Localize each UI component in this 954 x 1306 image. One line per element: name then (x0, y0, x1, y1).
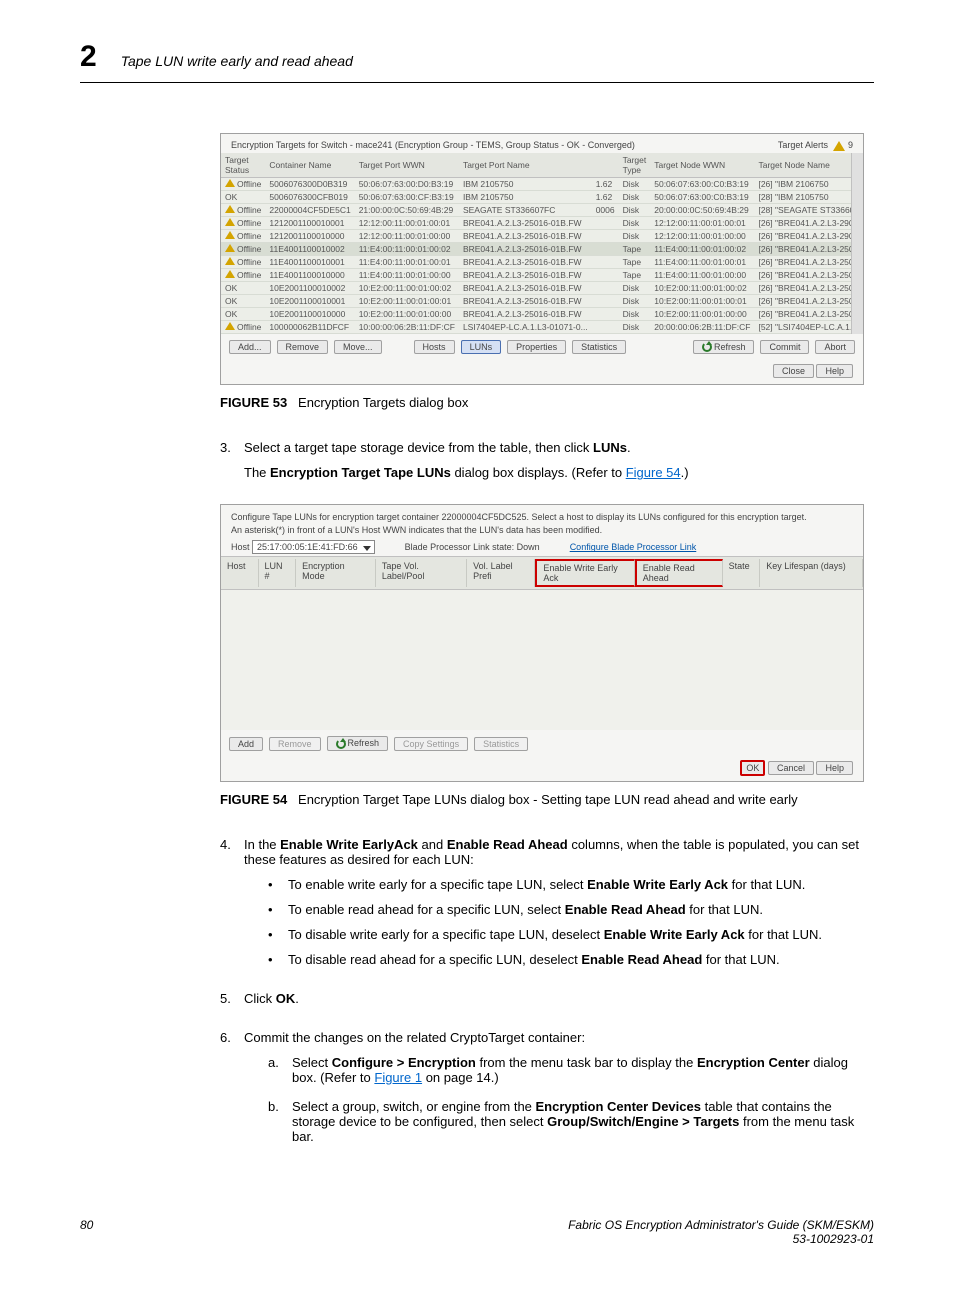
table-row[interactable]: Offline5006076300D0B31950:06:07:63:00:D0… (221, 177, 851, 190)
column-header[interactable]: Target Port Name (459, 153, 592, 178)
abort-button[interactable]: Abort (815, 340, 855, 354)
properties-button[interactable]: Properties (507, 340, 566, 354)
host-dropdown[interactable]: 25:17:00:05:1E:41:FD:66 (252, 540, 375, 554)
step-5: 5. Click OK. (220, 991, 864, 1016)
luns-column-header[interactable]: Encryption Mode (296, 559, 376, 587)
refresh-button[interactable]: Refresh (693, 340, 755, 355)
close-button[interactable]: Close (773, 364, 814, 378)
luns-column-header[interactable]: Host (221, 559, 259, 587)
table-row[interactable]: Offline121200110001000112:12:00:11:00:01… (221, 216, 851, 229)
table-row[interactable]: OK10E200110001000110:E2:00:11:00:01:00:0… (221, 294, 851, 307)
table-row[interactable]: Offline11E400110001000211:E4:00:11:00:01… (221, 242, 851, 255)
table-row[interactable]: Offline11E400110001000111:E4:00:11:00:01… (221, 255, 851, 268)
help-luns-button[interactable]: Help (816, 761, 853, 775)
dialog-title: Encryption Targets for Switch - mace241 … (231, 140, 635, 150)
table-row[interactable]: Offline11E400110001000011:E4:00:11:00:01… (221, 268, 851, 281)
cancel-button[interactable]: Cancel (768, 761, 814, 775)
luns-column-header[interactable]: Enable Read Ahead (635, 559, 723, 587)
luns-empty-area (221, 590, 863, 730)
targets-table[interactable]: Target StatusContainer NameTarget Port W… (221, 153, 851, 334)
luns-column-header[interactable]: Tape Vol. Label/Pool (376, 559, 467, 587)
luns-table-header: HostLUN #Encryption ModeTape Vol. Label/… (221, 556, 863, 590)
hosts-button[interactable]: Hosts (414, 340, 455, 354)
column-header[interactable]: Target Port WWN (355, 153, 459, 178)
table-row[interactable]: Offline22000004CF5DE5C121:00:00:0C:50:69… (221, 203, 851, 216)
step-3: 3. Select a target tape storage device f… (220, 440, 864, 490)
column-header[interactable]: Target Type (619, 153, 651, 178)
help-button[interactable]: Help (816, 364, 853, 378)
scrollbar[interactable] (851, 153, 863, 334)
page-footer: 80 Fabric OS Encryption Administrator's … (80, 1218, 874, 1246)
bullet-item: •To enable read ahead for a specific LUN… (268, 902, 864, 917)
figure-link[interactable]: Figure 1 (374, 1070, 422, 1085)
luns-column-header[interactable]: Key Lifespan (days) (760, 559, 863, 587)
step-4: 4. In the Enable Write EarlyAck and Enab… (220, 837, 864, 977)
refresh-icon (702, 342, 712, 352)
bullet-item: •To enable write early for a specific ta… (268, 877, 864, 892)
luns-button[interactable]: LUNs (461, 340, 502, 354)
table-row[interactable]: OK10E200110001000210:E2:00:11:00:01:00:0… (221, 281, 851, 294)
luns-column-header[interactable]: Enable Write Early Ack (535, 559, 634, 587)
step-6: 6. Commit the changes on the related Cry… (220, 1030, 864, 1158)
figure-54-caption: FIGURE 54 Encryption Target Tape LUNs di… (220, 792, 864, 807)
table-row[interactable]: Offline121200110001000012:12:00:11:00:01… (221, 229, 851, 242)
luns-column-header[interactable]: Vol. Label Prefi (467, 559, 535, 587)
bullet-item: •To disable write early for a specific t… (268, 927, 864, 942)
figure-53-dialog: Encryption Targets for Switch - mace241 … (220, 133, 864, 385)
statistics-button[interactable]: Statistics (572, 340, 626, 354)
section-title: Tape LUN write early and read ahead (121, 53, 353, 69)
alert-icon (833, 141, 845, 151)
figure-53-caption: FIGURE 53 Encryption Targets dialog box (220, 395, 864, 410)
column-header[interactable]: Container Name (265, 153, 354, 178)
column-header[interactable] (592, 153, 619, 178)
bullet-item: •To disable read ahead for a specific LU… (268, 952, 864, 967)
statistics-luns-button[interactable]: Statistics (474, 737, 528, 751)
substep-item: a.Select Configure > Encryption from the… (268, 1055, 864, 1085)
move-button[interactable]: Move... (334, 340, 382, 354)
column-header[interactable]: Target Node WWN (650, 153, 754, 178)
page-header: 2 Tape LUN write early and read ahead (80, 40, 874, 83)
target-alerts: Target Alerts 9 (778, 140, 853, 151)
table-row[interactable]: OK10E200110001000010:E2:00:11:00:01:00:0… (221, 307, 851, 320)
ok-button[interactable]: OK (740, 760, 765, 776)
bp-state: Blade Processor Link state: Down (405, 542, 540, 552)
refresh-luns-button[interactable]: Refresh (327, 736, 389, 751)
luns-column-header[interactable]: State (723, 559, 761, 587)
luns-column-header[interactable]: LUN # (259, 559, 297, 587)
add-lun-button[interactable]: Add (229, 737, 263, 751)
host-label: Host 25:17:00:05:1E:41:FD:66 (231, 542, 375, 552)
commit-button[interactable]: Commit (760, 340, 809, 354)
add-button[interactable]: Add... (229, 340, 271, 354)
table-row[interactable]: Offline100000062B11DFCF10:00:00:06:2B:11… (221, 320, 851, 333)
table-row[interactable]: OK5006076300CFB01950:06:07:63:00:CF:B3:1… (221, 190, 851, 203)
substep-item: b.Select a group, switch, or engine from… (268, 1099, 864, 1144)
copy-settings-button[interactable]: Copy Settings (394, 737, 468, 751)
configure-bp-link[interactable]: Configure Blade Processor Link (570, 542, 697, 552)
remove-button[interactable]: Remove (277, 340, 329, 354)
content-body: Encryption Targets for Switch - mace241 … (220, 133, 864, 1158)
refresh-icon (336, 739, 346, 749)
footer-page-num: 80 (80, 1218, 93, 1246)
figure-54-dialog: Configure Tape LUNs for encryption targe… (220, 504, 864, 782)
chapter-number: 2 (80, 40, 97, 74)
column-header[interactable]: Target Node Name (754, 153, 851, 178)
figure-54-link[interactable]: Figure 54 (626, 465, 681, 480)
remove-lun-button[interactable]: Remove (269, 737, 321, 751)
column-header[interactable]: Target Status (221, 153, 265, 178)
